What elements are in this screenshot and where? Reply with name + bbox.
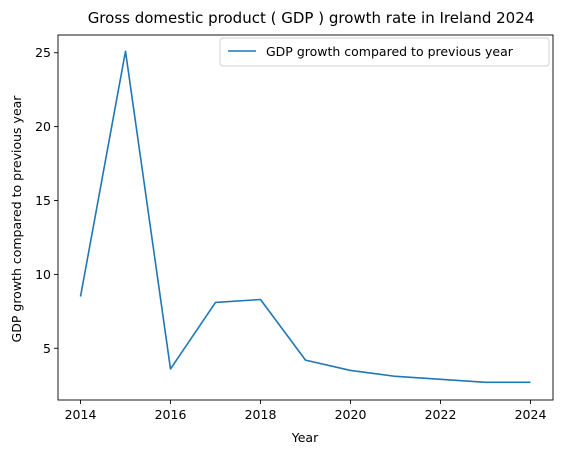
x-tick-label: 2014 <box>65 407 97 422</box>
y-tick-label: 15 <box>35 193 51 208</box>
x-axis-ticks: 2014 2016 2018 2020 2022 2024 <box>65 400 547 422</box>
y-tick-label: 20 <box>35 119 51 134</box>
legend-box <box>219 37 550 67</box>
x-axis-label: Year <box>291 430 319 445</box>
plot-frame <box>57 34 554 401</box>
x-tick-label: 2016 <box>155 407 187 422</box>
legend: GDP growth compared to previous year <box>219 37 550 67</box>
y-tick-label: 10 <box>35 267 51 282</box>
y-tick-label: 5 <box>43 341 51 356</box>
plot-area <box>79 50 531 384</box>
y-axis-ticks: 5 10 15 20 25 <box>35 45 58 356</box>
y-axis-label: GDP growth compared to previous year <box>9 95 24 343</box>
x-tick-label: 2018 <box>245 407 277 422</box>
y-tick-label: 25 <box>35 45 51 60</box>
x-tick-label: 2020 <box>335 407 367 422</box>
legend-entry: GDP growth compared to previous year <box>266 44 514 59</box>
x-tick-label: 2024 <box>515 407 547 422</box>
x-tick-label: 2022 <box>425 407 457 422</box>
chart-title: Gross domestic product ( GDP ) growth ra… <box>88 9 535 27</box>
